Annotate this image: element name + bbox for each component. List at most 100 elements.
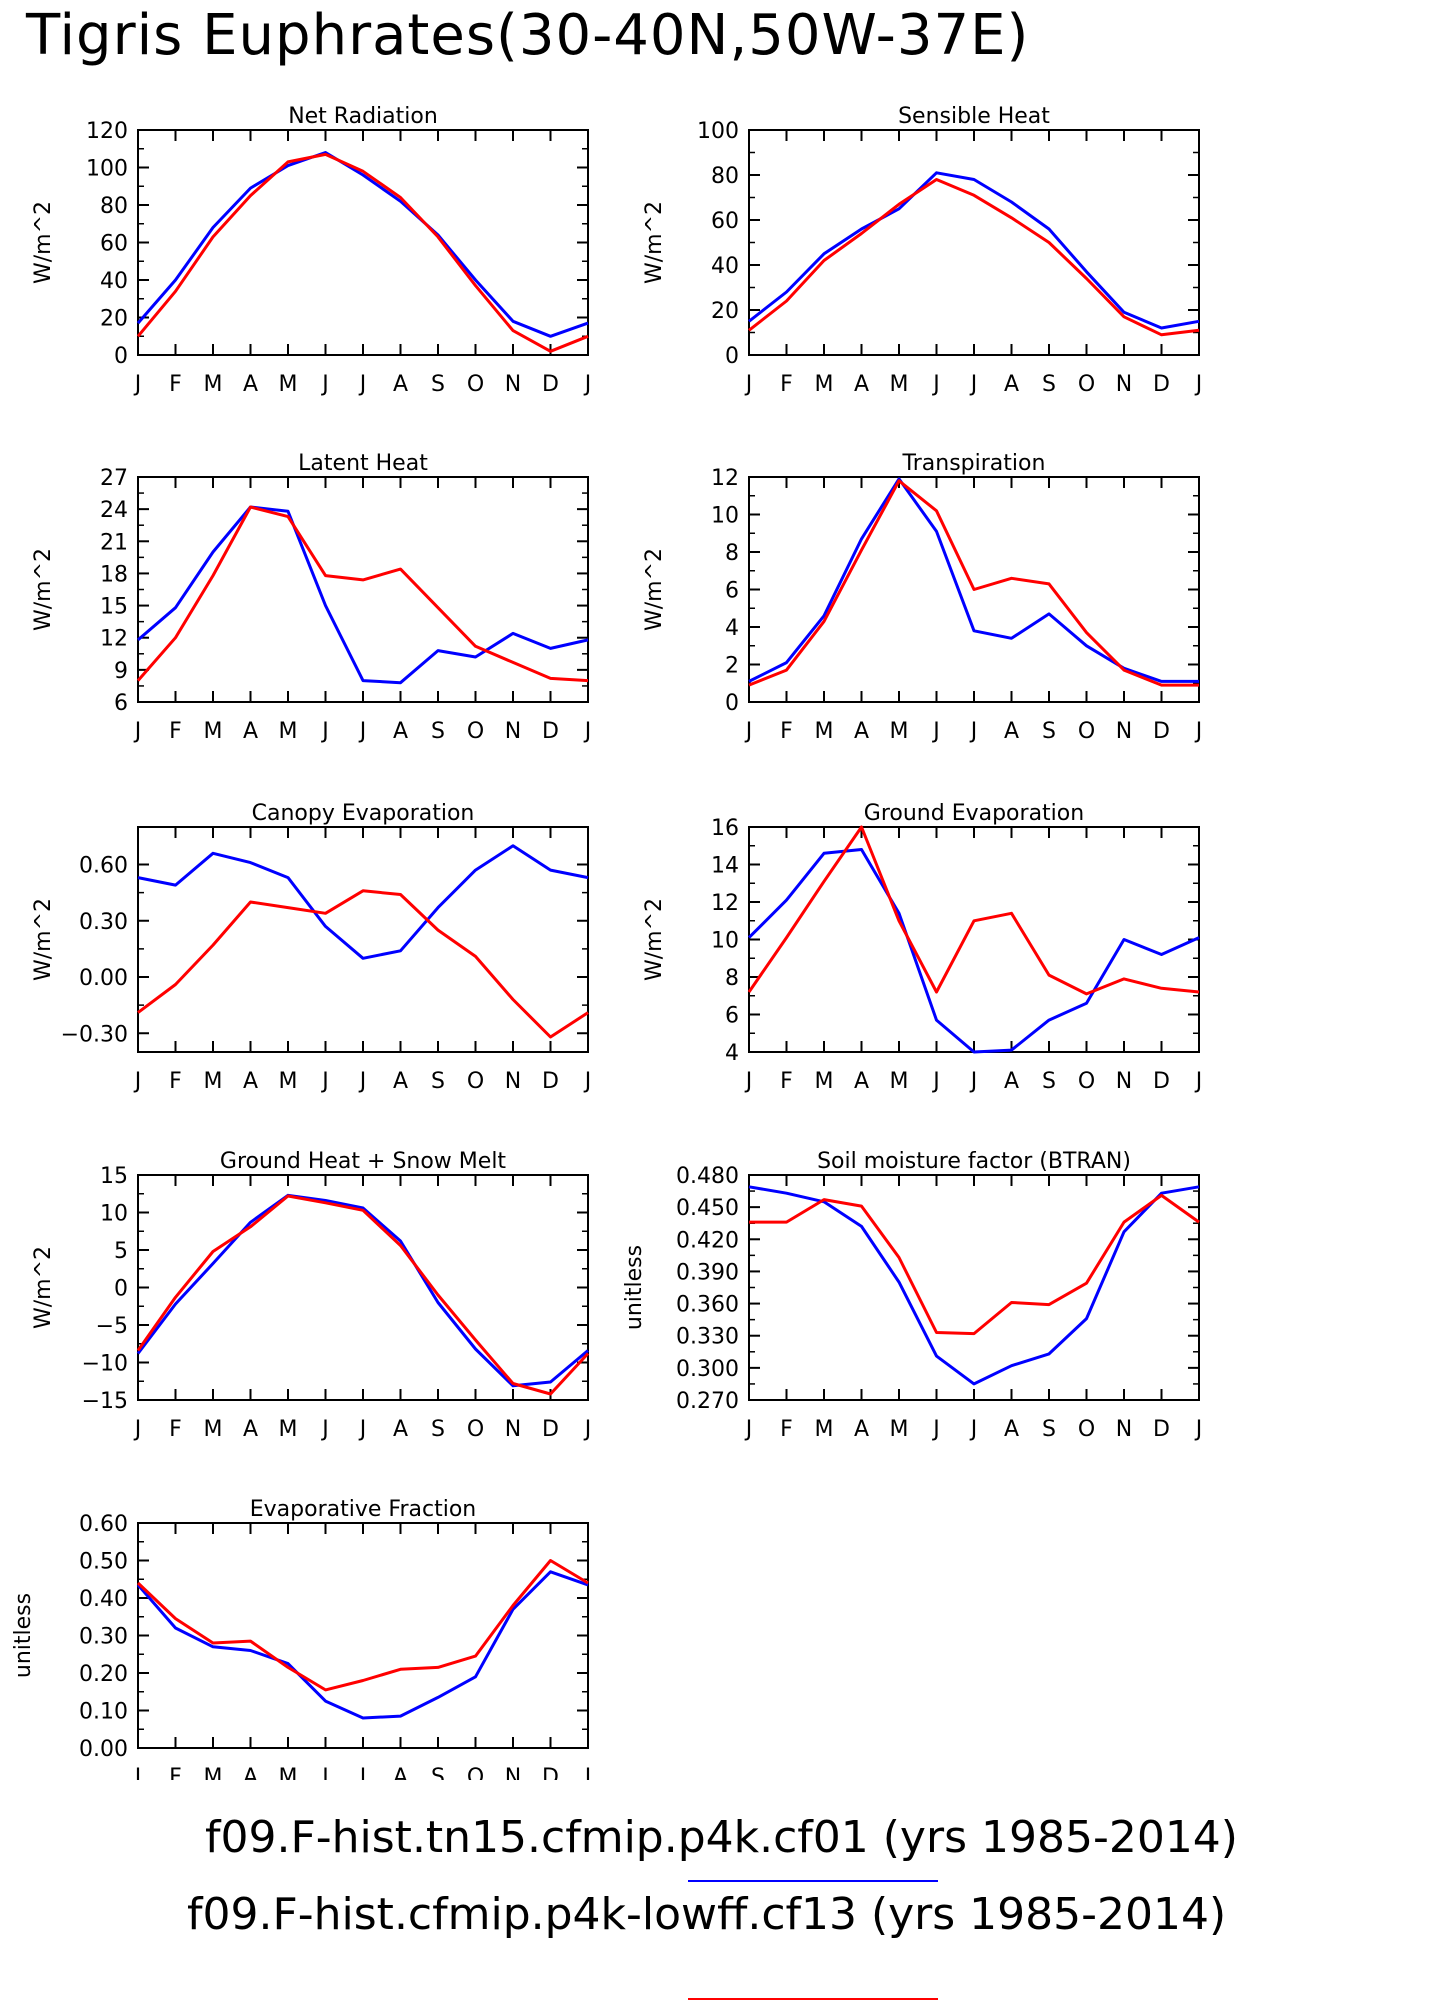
y-tick-label: 0.450	[676, 1196, 739, 1221]
y-axis-label: unitless	[622, 1245, 647, 1330]
x-tick-label: J	[320, 372, 329, 397]
legend-swatch-blue	[688, 1880, 938, 1882]
x-tick-label: N	[1116, 1417, 1132, 1442]
x-tick-label: D	[542, 1417, 559, 1442]
y-tick-label: 0.40	[79, 1587, 128, 1612]
y-tick-label: 0.10	[79, 1700, 128, 1725]
x-tick-label: J	[133, 1069, 142, 1094]
series-line-blue	[136, 1570, 589, 1720]
x-tick-label: O	[467, 719, 484, 744]
series-line-red	[748, 178, 1200, 337]
x-tick-label: D	[1153, 719, 1170, 744]
series-line-red	[137, 889, 589, 1039]
y-axis-label: W/m^2	[31, 1246, 56, 1329]
figure-title: Tigris Euphrates(30-40N,50W-37E)	[26, 3, 1030, 68]
x-tick-label: M	[204, 1069, 223, 1094]
x-tick-label: F	[780, 1417, 793, 1442]
x-tick-label: A	[854, 1069, 869, 1094]
series-line-red	[749, 1193, 1200, 1336]
x-tick-label: A	[393, 372, 408, 397]
y-tick-label: 40	[711, 254, 739, 279]
x-tick-label: J	[133, 719, 142, 744]
y-tick-label: 2	[725, 654, 739, 679]
x-tick-label: M	[815, 1417, 834, 1442]
x-tick-label: A	[243, 1417, 258, 1442]
x-tick-label: J	[931, 1069, 940, 1094]
y-tick-label: 0.330	[676, 1325, 739, 1350]
x-tick-label: J	[931, 372, 940, 397]
y-tick-label: 12	[711, 891, 739, 916]
x-tick-label: A	[854, 1417, 869, 1442]
y-tick-label: 10	[711, 504, 739, 529]
x-tick-label: N	[505, 1765, 521, 1780]
y-tick-label: 4	[725, 1041, 739, 1066]
x-tick-label: J	[1194, 372, 1203, 397]
series-line-blue	[137, 505, 589, 685]
y-tick-label: 0.60	[79, 1512, 128, 1537]
y-tick-label: 9	[114, 659, 128, 684]
y-tick-label: 0.270	[676, 1389, 739, 1414]
y-tick-label: 14	[711, 854, 739, 879]
y-tick-label: 6	[114, 691, 128, 716]
x-tick-label: M	[890, 1069, 909, 1094]
x-tick-label: D	[1153, 1417, 1170, 1442]
y-tick-label: 0.30	[79, 1625, 128, 1650]
plot-frame	[137, 1522, 589, 1749]
x-tick-label: J	[358, 1417, 367, 1442]
x-tick-label: J	[1194, 1069, 1203, 1094]
y-tick-label: 0.50	[79, 1550, 128, 1575]
y-tick-label: 0.30	[79, 910, 128, 935]
x-tick-label: S	[1042, 719, 1056, 744]
x-tick-label: N	[505, 372, 521, 397]
y-axis-label: W/m^2	[642, 548, 667, 631]
subplot-title: Canopy Evaporation	[252, 801, 475, 826]
x-tick-label: A	[393, 1069, 408, 1094]
y-axis-label: W/m^2	[31, 548, 56, 631]
legend-entry-red: f09.F-hist.cfmip.p4k-lowff.cf13 (yrs 198…	[187, 1889, 1227, 1940]
series-line-blue	[136, 1193, 589, 1388]
x-tick-label: A	[243, 719, 258, 744]
y-tick-label: 0.300	[676, 1357, 739, 1382]
x-tick-label: M	[204, 372, 223, 397]
x-tick-label: J	[744, 1417, 753, 1442]
y-tick-label: 15	[100, 595, 128, 620]
x-tick-label: S	[431, 1417, 445, 1442]
x-tick-label: J	[358, 719, 367, 744]
x-tick-label: M	[279, 1069, 298, 1094]
y-tick-label: 10	[711, 929, 739, 954]
subplot-title: Evaporative Fraction	[250, 1497, 476, 1522]
y-tick-label: 0.20	[79, 1662, 128, 1687]
y-tick-label: 24	[100, 498, 128, 523]
subplot-title: Latent Heat	[298, 451, 428, 476]
x-tick-label: J	[320, 719, 329, 744]
x-tick-label: O	[1078, 372, 1095, 397]
y-tick-label: 15	[100, 1164, 128, 1189]
x-tick-label: F	[169, 372, 182, 397]
y-tick-label: 10	[100, 1202, 128, 1227]
x-tick-label: J	[358, 372, 367, 397]
series-line-red	[136, 505, 589, 683]
y-tick-label: 100	[697, 119, 739, 144]
x-tick-label: F	[169, 1417, 182, 1442]
subplot-title: Ground Heat + Snow Melt	[220, 1149, 507, 1174]
y-tick-label: 0.00	[79, 1737, 128, 1762]
x-tick-label: D	[1153, 1069, 1170, 1094]
x-tick-label: J	[583, 1069, 592, 1094]
x-tick-label: M	[815, 719, 834, 744]
x-tick-label: A	[393, 1765, 408, 1780]
x-tick-label: F	[169, 1765, 182, 1780]
y-tick-label: 8	[725, 541, 739, 566]
x-tick-label: J	[133, 1417, 142, 1442]
x-tick-label: F	[169, 1069, 182, 1094]
x-tick-label: M	[890, 372, 909, 397]
x-tick-label: J	[320, 1765, 329, 1780]
x-tick-label: A	[243, 372, 258, 397]
subplot-5: Canopy Evaporation W/m^2 −0.30 0.00 0.30 0.60…	[31, 801, 591, 1094]
subplot-7: Ground Heat + Snow Melt W/m^2 −15 −10 −5 0 5 10…	[31, 1149, 591, 1442]
series-line-blue	[748, 171, 1200, 330]
x-tick-label: A	[1004, 1069, 1019, 1094]
x-tick-label: M	[815, 372, 834, 397]
y-tick-label: 20	[100, 307, 128, 332]
x-tick-label: J	[744, 372, 753, 397]
